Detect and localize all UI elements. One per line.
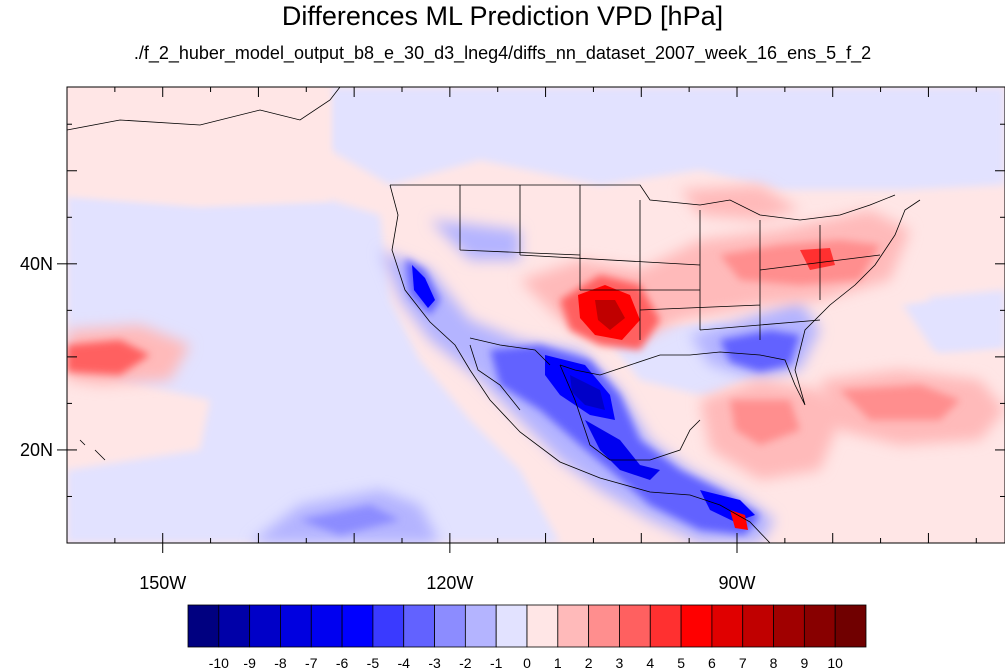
colorbar-level-label: -2	[459, 655, 472, 671]
axis-labels: 150W 120W 90W 40N 20N	[20, 254, 756, 593]
colorbar-level-label: 5	[677, 655, 685, 671]
colorbar: -10 -9 -8 -7 -6 -5 -4 -3 -2 -1 0 1 2 3 4 5 6 7 8 9 10	[187, 604, 867, 671]
colorbar-level-label: -6	[336, 655, 349, 671]
coastlines-and-borders	[67, 87, 921, 543]
colorbar-swatch	[372, 604, 405, 648]
colorbar-swatch	[187, 604, 220, 648]
lon-tick-label: 120W	[426, 573, 473, 593]
colorbar-swatch	[495, 604, 528, 648]
colorbar-swatch	[588, 604, 620, 648]
axis-ticks	[57, 87, 1005, 553]
colorbar-level-label: -10	[209, 655, 229, 671]
colorbar-level-label: 2	[585, 655, 593, 671]
colorbar-swatch	[803, 604, 836, 648]
colorbar-level-label: 9	[800, 655, 808, 671]
colorbar-swatch	[249, 604, 281, 648]
colorbar-level-label: -1	[490, 655, 503, 671]
map-panel	[67, 87, 1005, 543]
colorbar-level-label: -3	[428, 655, 441, 671]
colorbar-level-label: 6	[708, 655, 716, 671]
colorbar-swatch	[403, 604, 435, 648]
lat-tick-label: 40N	[20, 254, 53, 274]
colorbar-level-label: 8	[770, 655, 778, 671]
colorbar-swatch	[649, 604, 682, 648]
map-frame	[66, 86, 1005, 544]
colorbar-level-label: -9	[243, 655, 256, 671]
colorbar-swatch	[557, 604, 590, 648]
colorbar-swatch	[434, 604, 466, 648]
colorbar-swatch	[218, 604, 251, 648]
colorbar-level-label: 0	[523, 655, 531, 671]
colorbar-swatch	[711, 604, 744, 648]
colorbar-level-label: -4	[398, 655, 411, 671]
colorbar-swatch	[310, 604, 343, 648]
lon-tick-label: 150W	[139, 573, 186, 593]
colorbar-swatch	[742, 604, 774, 648]
colorbar-swatch	[464, 604, 497, 648]
colorbar-level-label: 1	[554, 655, 562, 671]
colorbar-swatch	[526, 604, 559, 648]
figure-title: Differences ML Prediction VPD [hPa]	[281, 1, 724, 31]
colorbar-level-label: 4	[646, 655, 654, 671]
colorbar-level-label: -8	[274, 655, 287, 671]
colorbar-swatch	[773, 604, 805, 648]
field-positive-anomalies	[67, 185, 1005, 530]
colorbar-swatch	[834, 604, 867, 648]
colorbar-level-label: -5	[367, 655, 380, 671]
field-negative-anomalies	[250, 220, 820, 543]
colorbar-swatch	[680, 604, 713, 648]
colorbar-level-label: 7	[739, 655, 747, 671]
colorbar-level-label: 10	[827, 655, 843, 671]
lat-tick-label: 20N	[20, 440, 53, 460]
colorbar-swatch	[619, 604, 651, 648]
lon-tick-label: 90W	[718, 573, 755, 593]
colorbar-level-label: 3	[616, 655, 624, 671]
figure-subtitle: ./f_2_huber_model_output_b8_e_30_d3_lneg…	[133, 43, 872, 63]
colorbar-level-label: -7	[305, 655, 318, 671]
colorbar-swatch	[341, 604, 374, 648]
colorbar-swatch	[280, 604, 312, 648]
